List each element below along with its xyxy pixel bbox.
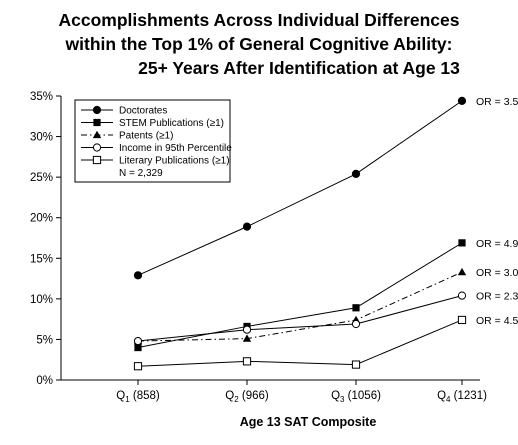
legend-label: Patents (≥1) xyxy=(119,131,173,142)
data-point xyxy=(457,96,467,105)
data-point xyxy=(351,319,361,329)
y-tick-label: 15% xyxy=(30,253,53,265)
chart-title-line-2: within the Top 1% of General Cognitive A… xyxy=(65,34,453,54)
data-point xyxy=(457,291,467,300)
data-point xyxy=(351,360,361,369)
odds-ratio-label: OR = 4.55* xyxy=(476,315,518,327)
x-tick-label: Q1 (858) xyxy=(116,390,160,404)
data-point xyxy=(351,169,361,178)
y-tick-label: 0% xyxy=(36,375,53,387)
legend-label: Doctorates xyxy=(119,106,167,117)
y-tick-label: 30% xyxy=(30,132,53,144)
data-point xyxy=(352,304,360,312)
x-tick-label: Q3 (1056) xyxy=(331,390,381,404)
legend-label: Literary Publications (≥1) xyxy=(119,156,230,167)
series-line-1 xyxy=(137,242,463,349)
legend-label: Income in 95th Percentile xyxy=(119,143,232,154)
data-point xyxy=(242,222,252,231)
x-tick-label: Q4 (1231) xyxy=(437,390,487,404)
legend-box xyxy=(74,99,231,183)
data-point xyxy=(457,267,467,276)
data-point xyxy=(133,336,143,346)
legend-marker xyxy=(92,143,102,152)
data-point xyxy=(134,343,142,352)
data-point xyxy=(133,362,143,371)
legend-note: N = 2,329 xyxy=(119,168,163,179)
x-tick-label: Q2 (966) xyxy=(225,390,269,404)
chart-title-line-1: Accomplishments Across Individual Differ… xyxy=(58,10,460,30)
series-line-3 xyxy=(137,295,463,342)
x-axis-label: Age 13 SAT Composite xyxy=(239,415,377,429)
data-point xyxy=(242,357,252,366)
legend-marker xyxy=(92,105,102,115)
data-point xyxy=(242,325,252,334)
odds-ratio-label: OR = 3.01* xyxy=(476,267,518,279)
data-point xyxy=(457,315,467,325)
chart-title-line-3: 25+ Years After Identification at Age 13 xyxy=(138,58,460,78)
legend-marker xyxy=(92,130,102,139)
y-tick-label: 10% xyxy=(30,294,53,306)
odds-ratio-label: OR = 2.31* xyxy=(476,291,518,303)
legend-label: STEM Publications (≥1) xyxy=(119,118,224,129)
legend-marker xyxy=(92,155,102,165)
data-point xyxy=(133,271,143,280)
series-line-0 xyxy=(137,100,463,276)
data-point xyxy=(458,239,466,247)
odds-ratio-label: OR = 3.56* xyxy=(476,96,518,108)
odds-ratio-label: OR = 4.97* xyxy=(476,238,518,250)
legend-marker xyxy=(93,118,101,127)
y-tick-label: 25% xyxy=(30,172,53,184)
y-tick-label: 5% xyxy=(36,334,53,346)
y-tick-label: 20% xyxy=(30,213,53,225)
data-point xyxy=(242,334,252,342)
series-line-2 xyxy=(137,271,463,342)
y-tick-label: 35% xyxy=(30,91,53,103)
series-line-4 xyxy=(137,319,463,367)
